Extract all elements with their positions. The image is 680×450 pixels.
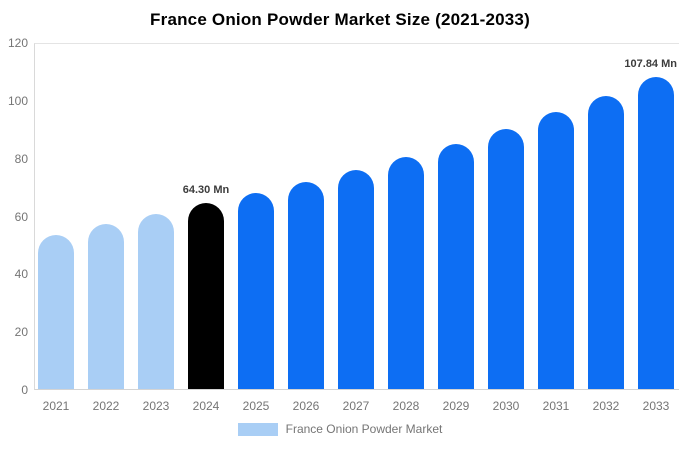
bar-2025[interactable]: [238, 193, 274, 389]
bar-2022[interactable]: [88, 224, 124, 389]
legend-label: France Onion Powder Market: [285, 422, 443, 436]
bar-2021[interactable]: [38, 235, 74, 389]
bar-2023[interactable]: [138, 214, 174, 389]
bar-2026[interactable]: [288, 181, 324, 389]
chart-title: France Onion Powder Market Size (2021-20…: [150, 10, 530, 29]
x-tick-label-2028: 2028: [392, 399, 420, 413]
bar-2031[interactable]: [538, 112, 574, 389]
bar-2032[interactable]: [588, 96, 624, 389]
bar-2029[interactable]: [438, 144, 474, 389]
legend-swatch-icon: [237, 423, 278, 436]
y-tick-label: 120: [7, 36, 28, 50]
x-tick-label-2024: 2024: [192, 399, 220, 413]
y-tick-label: 100: [7, 93, 28, 108]
x-tick-label-2029: 2029: [442, 399, 470, 413]
y-tick-label: 0: [21, 383, 28, 397]
bar-value-label-2024: 64.30 Mn: [182, 184, 230, 197]
x-tick-label-2022: 2022: [92, 399, 120, 413]
bar-2028[interactable]: [388, 157, 424, 389]
bar-value-label-2033: 107.84 Mn: [624, 58, 677, 71]
y-tick-label: 40: [14, 267, 28, 282]
bar-2024[interactable]: [188, 203, 224, 389]
legend[interactable]: France Onion Powder Market: [0, 423, 680, 436]
y-tick-label: 60: [14, 209, 28, 224]
x-tick-label-2030: 2030: [492, 399, 520, 413]
y-tick-label: 80: [14, 151, 28, 166]
x-tick-label-2025: 2025: [242, 399, 270, 413]
y-tick-label: 20: [14, 325, 28, 340]
x-tick-label-2023: 2023: [142, 399, 170, 413]
x-tick-label-2027: 2027: [342, 399, 370, 413]
x-tick-label-2026: 2026: [292, 399, 320, 413]
x-tick-label-2033: 2033: [642, 399, 670, 413]
plot-area: 64.30 Mn 107.84 Mn: [34, 43, 679, 390]
x-tick-label-2031: 2031: [542, 399, 570, 413]
x-tick-label-2021: 2021: [42, 399, 70, 413]
bar-2030[interactable]: [488, 129, 524, 389]
bar-2027[interactable]: [338, 169, 374, 389]
x-tick-label-2032: 2032: [592, 399, 620, 413]
bar-2033[interactable]: [638, 77, 674, 389]
